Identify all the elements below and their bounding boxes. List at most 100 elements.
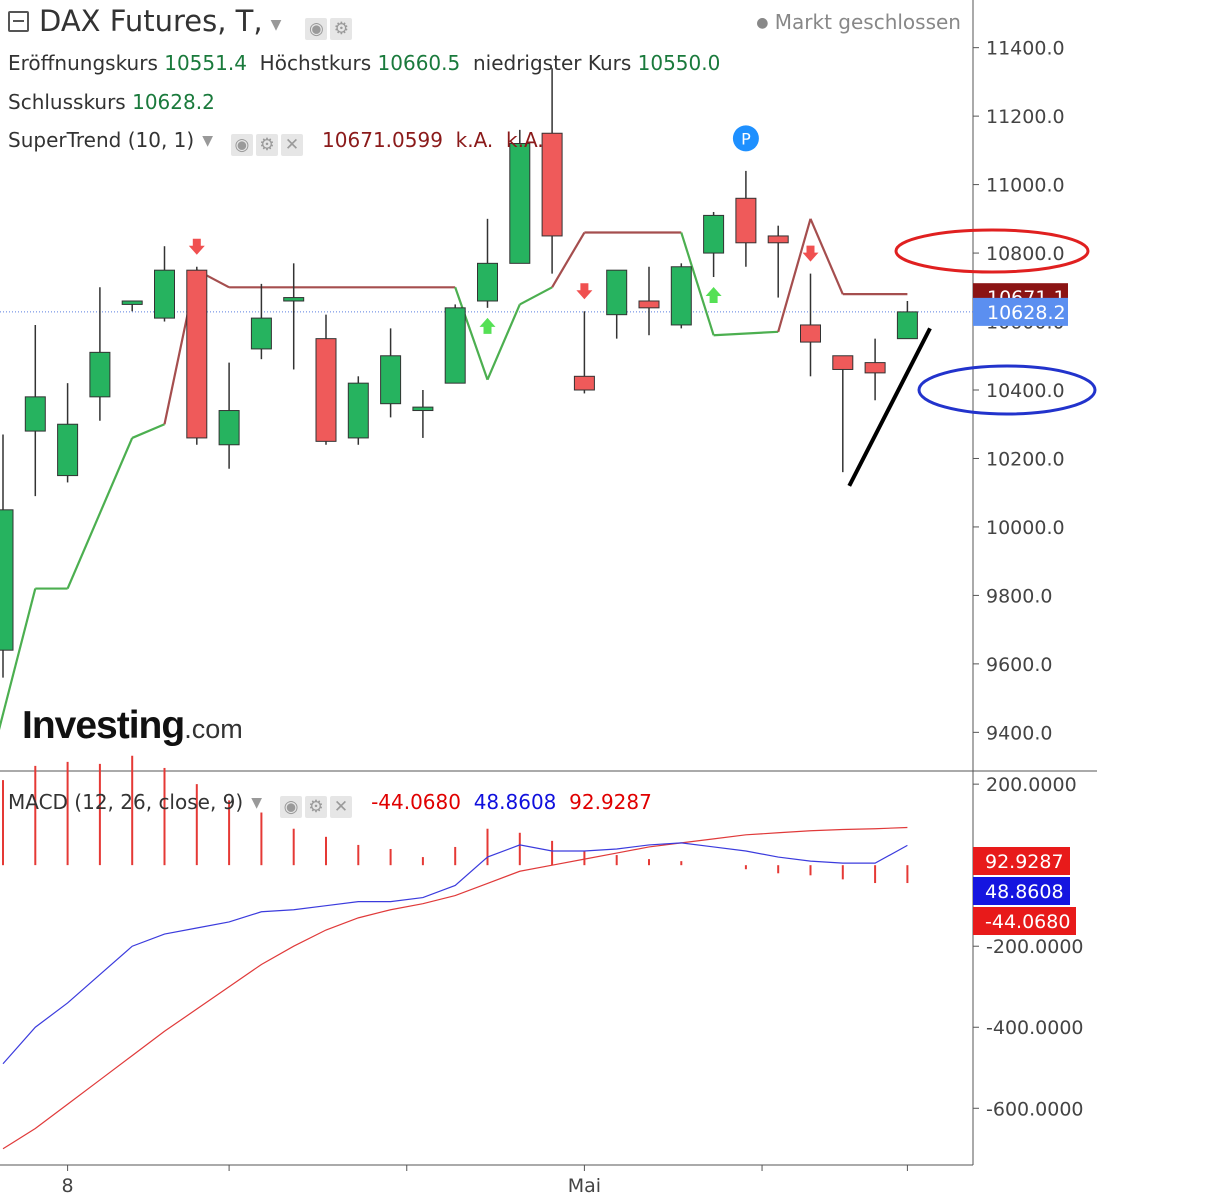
candle-body (541, 132, 563, 237)
symbol-header: DAX Futures, T, ▼ ◉ ⚙ (8, 4, 353, 40)
close-icon[interactable]: ✕ (329, 796, 352, 818)
y-tick-label: 11200.0 (986, 106, 1065, 128)
axes: 11400.011200.011000.010800.010600.010400… (62, 38, 1084, 1197)
candle-body (444, 307, 466, 384)
candle-body (606, 269, 628, 316)
price-tag-label: 10628.2 (987, 302, 1066, 324)
candle-body (24, 396, 46, 432)
supertrend-segment (454, 286, 489, 381)
supertrend-segment (519, 286, 553, 306)
candle-body (573, 375, 595, 391)
open-value: 10551.4 (164, 51, 247, 75)
candle-body (477, 262, 498, 302)
pivot-marker-icon (732, 125, 759, 152)
supertrend-legend: SuperTrend (10, 1) ▼ ◉ ⚙ ✕ 10671.0599 k.A. k… (8, 128, 544, 156)
y-tick-label: 11400.0 (986, 38, 1065, 60)
collapse-icon[interactable] (8, 11, 29, 32)
macd-signal-line (2, 826, 908, 1150)
sell-arrow-icon (188, 238, 205, 255)
candle-body (186, 269, 208, 439)
chevron-down-icon[interactable]: ▼ (251, 795, 262, 811)
y-tick-label: 200.0000 (986, 774, 1077, 796)
supertrend-line (0, 218, 908, 731)
y-tick-label: -600.0000 (986, 1098, 1084, 1120)
supertrend-segment (0, 588, 37, 731)
gear-icon[interactable]: ⚙ (330, 18, 353, 40)
candle-body (154, 269, 175, 319)
eye-icon[interactable]: ◉ (279, 796, 302, 818)
logo-brand: Investing (22, 704, 185, 747)
supertrend-name[interactable]: SuperTrend (10, 1) (8, 128, 195, 152)
chevron-down-icon[interactable]: ▼ (270, 17, 282, 33)
buy-arrow-icon (479, 317, 496, 334)
candle-body (121, 300, 143, 305)
candle-body (89, 351, 111, 398)
candle-body (218, 410, 240, 446)
annotations (847, 228, 1097, 487)
logo-suffix: .com (184, 714, 243, 744)
chevron-down-icon[interactable]: ▼ (202, 133, 213, 149)
trendline-annotation (847, 327, 932, 487)
close-value: 10628.2 (132, 90, 215, 114)
candle-body (767, 235, 789, 244)
symbol-title[interactable]: DAX Futures, T, (39, 4, 263, 38)
y-tick-label: -400.0000 (986, 1017, 1084, 1039)
sell-arrow-icon (802, 245, 819, 262)
supertrend-na-1: k.A. (455, 128, 494, 152)
status-dot-icon: ● (756, 15, 769, 31)
y-tick-label: 11000.0 (986, 175, 1065, 197)
x-tick-label: Mai (568, 1175, 601, 1197)
candle-body (703, 214, 725, 254)
y-tick-label: 10400.0 (986, 380, 1065, 402)
candle-body (315, 338, 337, 442)
sell-arrow-icon (576, 283, 593, 300)
candle-body (412, 406, 434, 412)
eye-icon[interactable]: ◉ (305, 18, 328, 40)
y-tick-label: 9600.0 (986, 654, 1052, 676)
candle-body (864, 362, 886, 374)
macd-name[interactable]: MACD (12, 26, close, 9) (8, 790, 244, 814)
candle-body (832, 355, 854, 370)
candle-body (347, 382, 369, 439)
macd-legend: MACD (12, 26, close, 9) ▼ ◉ ⚙ ✕ -44.0680 48.… (8, 790, 652, 818)
value-tag-label: 48.8608 (985, 881, 1064, 903)
low-label: niedrigster Kurs (472, 51, 632, 75)
high-label: Höchstkurs (259, 51, 372, 75)
candle-body (0, 509, 14, 651)
market-status-text: Markt geschlossen (774, 10, 961, 34)
macd-line (2, 842, 908, 1065)
supertrend-na-2: k.A. (506, 128, 544, 152)
eye-icon[interactable]: ◉ (230, 134, 253, 156)
macd-series (2, 755, 909, 1150)
blue-ellipse-annotation (917, 364, 1097, 416)
gear-icon[interactable]: ⚙ (304, 796, 327, 818)
supertrend-segment (551, 231, 586, 288)
close-icon[interactable]: ✕ (280, 134, 303, 156)
macd-signal-value: 92.9287 (569, 790, 652, 814)
candle-body (800, 324, 821, 343)
supertrend-segment (486, 303, 521, 381)
close-label: Schlusskurs (8, 90, 126, 114)
gear-icon[interactable]: ⚙ (255, 134, 278, 156)
supertrend-signals: P (188, 125, 819, 334)
pivot-marker-label: P (741, 129, 751, 148)
candle-body (670, 266, 692, 326)
low-value: 10550.0 (637, 51, 721, 75)
value-tag-label: -44.0680 (985, 911, 1070, 933)
ohlc-legend: Eröffnungskurs 10551.4 Höchstkurs 10660.… (8, 51, 720, 75)
high-value: 10660.5 (377, 51, 461, 75)
value-tag (973, 847, 1070, 875)
supertrend-segment (777, 218, 812, 333)
supertrend-segment (131, 423, 165, 439)
y-tick-label: 9800.0 (986, 585, 1052, 607)
close-legend: Schlusskurs 10628.2 (8, 90, 215, 114)
market-status: ● Markt geschlossen (756, 10, 961, 34)
red-ellipse-annotation (894, 228, 1090, 274)
candlestick-series (0, 68, 918, 678)
candle-body (283, 297, 305, 302)
value-tag-label: 92.9287 (985, 851, 1064, 873)
y-tick-label: 9400.0 (986, 722, 1052, 744)
y-tick-label: -200.0000 (986, 936, 1084, 958)
buy-arrow-icon (705, 287, 722, 304)
